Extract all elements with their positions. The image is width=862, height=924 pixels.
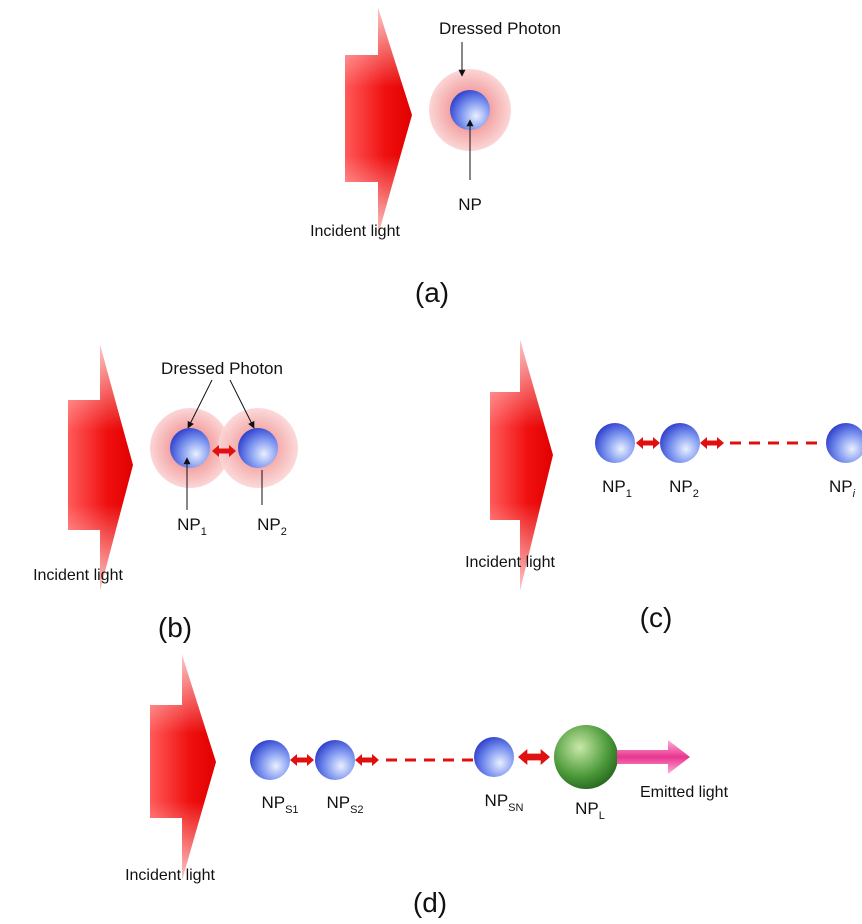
particle-label: NPi: [829, 477, 856, 500]
particle-label: NP2: [257, 515, 287, 538]
incident-arrow-fade: [150, 655, 216, 880]
particle-name: NP: [326, 793, 350, 812]
nanoparticle: [250, 740, 290, 780]
nanoparticle: [238, 428, 278, 468]
nanoparticle: [474, 737, 514, 777]
particle-subscript: 1: [626, 488, 632, 500]
particle-subscript: 2: [281, 526, 287, 538]
panel-b: Dressed Photon NP1 NP2 Incident light (b…: [33, 345, 298, 643]
dressed-photon-label: Dressed Photon: [439, 19, 561, 38]
particle-label: NP2: [669, 477, 699, 500]
particle-name: NP: [669, 477, 693, 496]
incident-arrow-fade: [490, 340, 553, 590]
particle-subscript: SN: [508, 802, 523, 814]
particle-name: NP: [602, 477, 626, 496]
particle-subscript: S2: [350, 804, 363, 816]
incident-arrow-fade: [345, 8, 412, 235]
interaction-arrow: [700, 437, 724, 449]
caption: (d): [413, 887, 447, 918]
interaction-arrow: [355, 754, 379, 766]
particle-name: NP: [829, 477, 853, 496]
caption: (c): [640, 602, 673, 633]
emitted-arrow: [617, 740, 690, 774]
panel-d: NPS1 NPS2 NPSN NPL Emitted light Inciden…: [125, 655, 728, 918]
dressed-photon-label: Dressed Photon: [161, 359, 283, 378]
particle-name: NP: [177, 515, 201, 534]
particle-subscript: S1: [285, 804, 298, 816]
particle-name: NP: [261, 793, 285, 812]
incident-light-label: Incident light: [125, 867, 215, 884]
particle-label: NPSN: [485, 791, 524, 814]
particle-label: NP: [458, 195, 482, 214]
nanoparticle: [826, 423, 862, 463]
emitted-light-label: Emitted light: [640, 784, 729, 801]
incident-light-label: Incident light: [465, 554, 555, 571]
particle-name: NP: [575, 799, 599, 818]
caption: (a): [415, 277, 449, 308]
particle-subscript: 1: [201, 526, 207, 538]
nanoparticle: [595, 423, 635, 463]
caption: (b): [158, 612, 192, 643]
particle-subscript: i: [853, 488, 856, 500]
particle-label: NPS1: [261, 793, 298, 816]
interaction-arrow: [636, 437, 660, 449]
nanoparticle: [170, 428, 210, 468]
panel-c: NP1 NP2 NPi Incident light (c): [465, 340, 862, 633]
panel-a: Dressed Photon NP Incident light (a): [310, 8, 561, 308]
particle-label: NPS2: [326, 793, 363, 816]
incident-arrow-fade: [68, 345, 133, 590]
particle-name: NP: [458, 195, 482, 214]
figure: Dressed Photon NP Incident light (a) Dre…: [0, 0, 862, 924]
nanoparticle: [660, 423, 700, 463]
interaction-arrow: [518, 749, 550, 765]
interaction-arrow: [290, 754, 314, 766]
nanoparticle: [315, 740, 355, 780]
incident-light-label: Incident light: [310, 223, 400, 240]
particle-label: NP1: [177, 515, 207, 538]
particle-name: NP: [485, 791, 509, 810]
large-nanoparticle: [554, 725, 618, 789]
incident-light-label: Incident light: [33, 567, 123, 584]
particle-label: NP1: [602, 477, 632, 500]
particle-label: NPL: [575, 799, 605, 822]
particle-subscript: L: [599, 810, 605, 822]
particle-name: NP: [257, 515, 281, 534]
particle-subscript: 2: [693, 488, 699, 500]
